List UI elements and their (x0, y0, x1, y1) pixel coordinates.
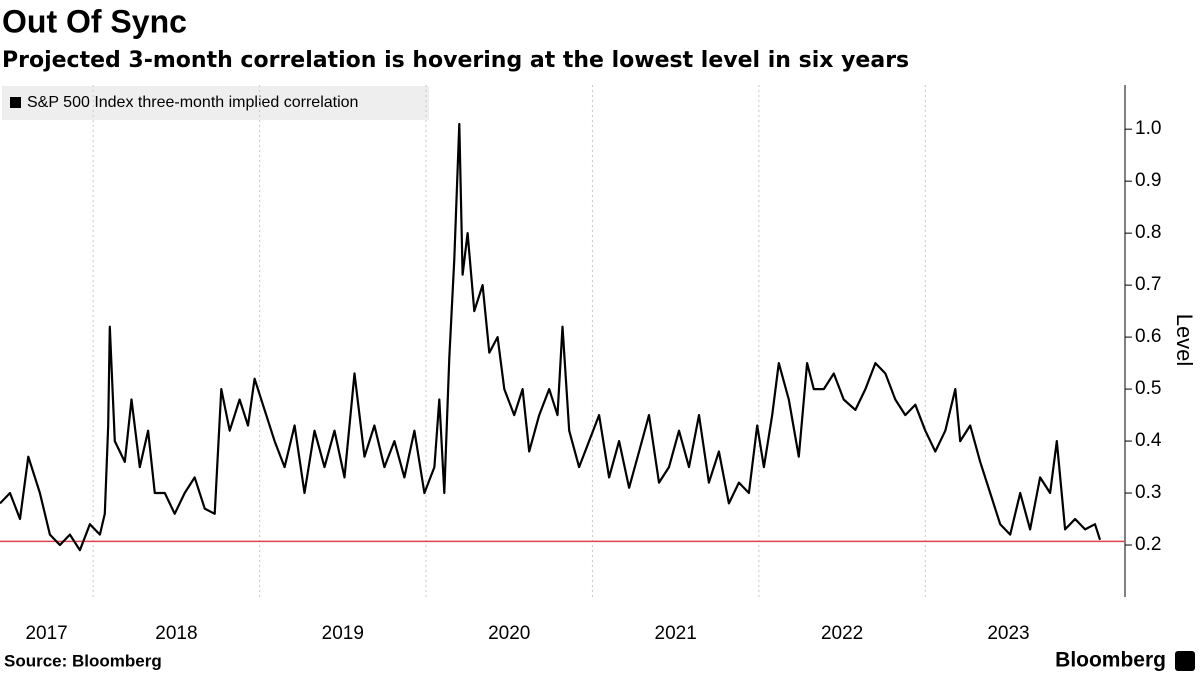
x-tick-label: 2022 (821, 623, 863, 644)
brand-icon (1175, 651, 1195, 671)
legend-swatch (10, 97, 21, 108)
line-series (0, 122, 1102, 552)
chart-subtitle: Projected 3-month correlation is hoverin… (2, 48, 909, 73)
y-tick-label: 0.4 (1135, 430, 1162, 451)
x-tick-label: 2020 (488, 623, 530, 644)
y-tick-label: 0.6 (1135, 326, 1161, 347)
x-tick-label: 2023 (987, 623, 1029, 644)
brand: Bloomberg (1055, 649, 1166, 672)
y-tick-label: 0.5 (1135, 378, 1161, 399)
y-tick-label: 0.9 (1135, 170, 1161, 191)
legend-box (2, 86, 429, 120)
y-tick-label: 0.3 (1135, 482, 1161, 503)
y-tick-label: 0.7 (1135, 274, 1161, 295)
y-tick-label: 0.2 (1135, 534, 1161, 555)
y-tick-label: 0.8 (1135, 222, 1161, 243)
chart-title: Out Of Sync (2, 3, 187, 39)
y-tick-label: 1.0 (1135, 118, 1161, 139)
x-tick-label: 2019 (322, 623, 364, 644)
source: Source: Bloomberg (4, 651, 162, 670)
legend-label: S&P 500 Index three-month implied correl… (27, 94, 358, 111)
x-tick-label: 2017 (25, 623, 67, 644)
y-axis-label: Level (1172, 314, 1197, 367)
x-tick-label: 2018 (155, 623, 197, 644)
x-tick-label: 2021 (655, 623, 697, 644)
